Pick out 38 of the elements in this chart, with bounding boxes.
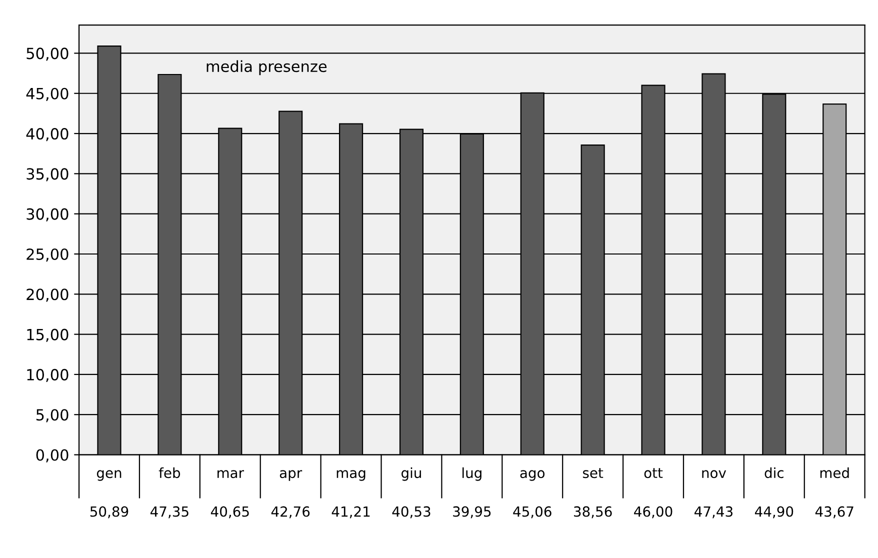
- y-tick-label: 25,00: [26, 248, 68, 262]
- x-tick-label: gen: [96, 470, 122, 481]
- data-label: 46,00: [634, 506, 672, 518]
- x-tick-label: lug: [462, 467, 482, 481]
- y-tick-label: 10,00: [27, 368, 68, 382]
- x-tick-label: apr: [280, 470, 302, 481]
- y-tick-label: 5,00: [36, 409, 68, 422]
- y-tick-label: 20,00: [26, 288, 68, 302]
- data-label: 50,89: [90, 506, 128, 518]
- y-tick-label: 30,00: [26, 208, 68, 222]
- y-tick-label: 40,00: [26, 128, 68, 142]
- y-tick-label: 35,00: [26, 168, 68, 182]
- data-label: 41,21: [332, 506, 370, 518]
- x-tick-label: mar: [218, 470, 244, 478]
- x-tick-label: dic: [764, 467, 784, 478]
- text: media presenze: [206, 60, 327, 76]
- y-tick-label: 50,00: [26, 48, 68, 61]
- x-tick-label: nov: [702, 470, 726, 478]
- data-label: 45,06: [513, 506, 552, 518]
- data-label: 38,56: [574, 506, 612, 518]
- y-tick-label: 0,00: [36, 449, 68, 462]
- data-label: 40,53: [392, 506, 430, 518]
- y-tick-label: 45,00: [26, 88, 68, 101]
- y-tick-label: 15,00: [27, 328, 68, 342]
- x-tick-label: mag: [336, 470, 366, 481]
- x-tick-label: giu: [402, 467, 421, 481]
- data-label: 42,76: [271, 506, 310, 518]
- x-tick-label: set: [582, 468, 604, 478]
- data-label: 47,43: [694, 506, 732, 518]
- data-label: 47,35: [150, 506, 188, 518]
- x-tick-label: feb: [158, 467, 180, 478]
- x-tick-label: ago: [520, 470, 545, 481]
- data-label: 43,67: [815, 506, 854, 518]
- x-tick-label: med: [820, 467, 849, 478]
- data-label: 39,95: [453, 506, 491, 518]
- data-label: 40,65: [210, 506, 249, 518]
- x-tick-label: ott: [644, 468, 663, 478]
- data-label: 44,90: [754, 506, 794, 518]
